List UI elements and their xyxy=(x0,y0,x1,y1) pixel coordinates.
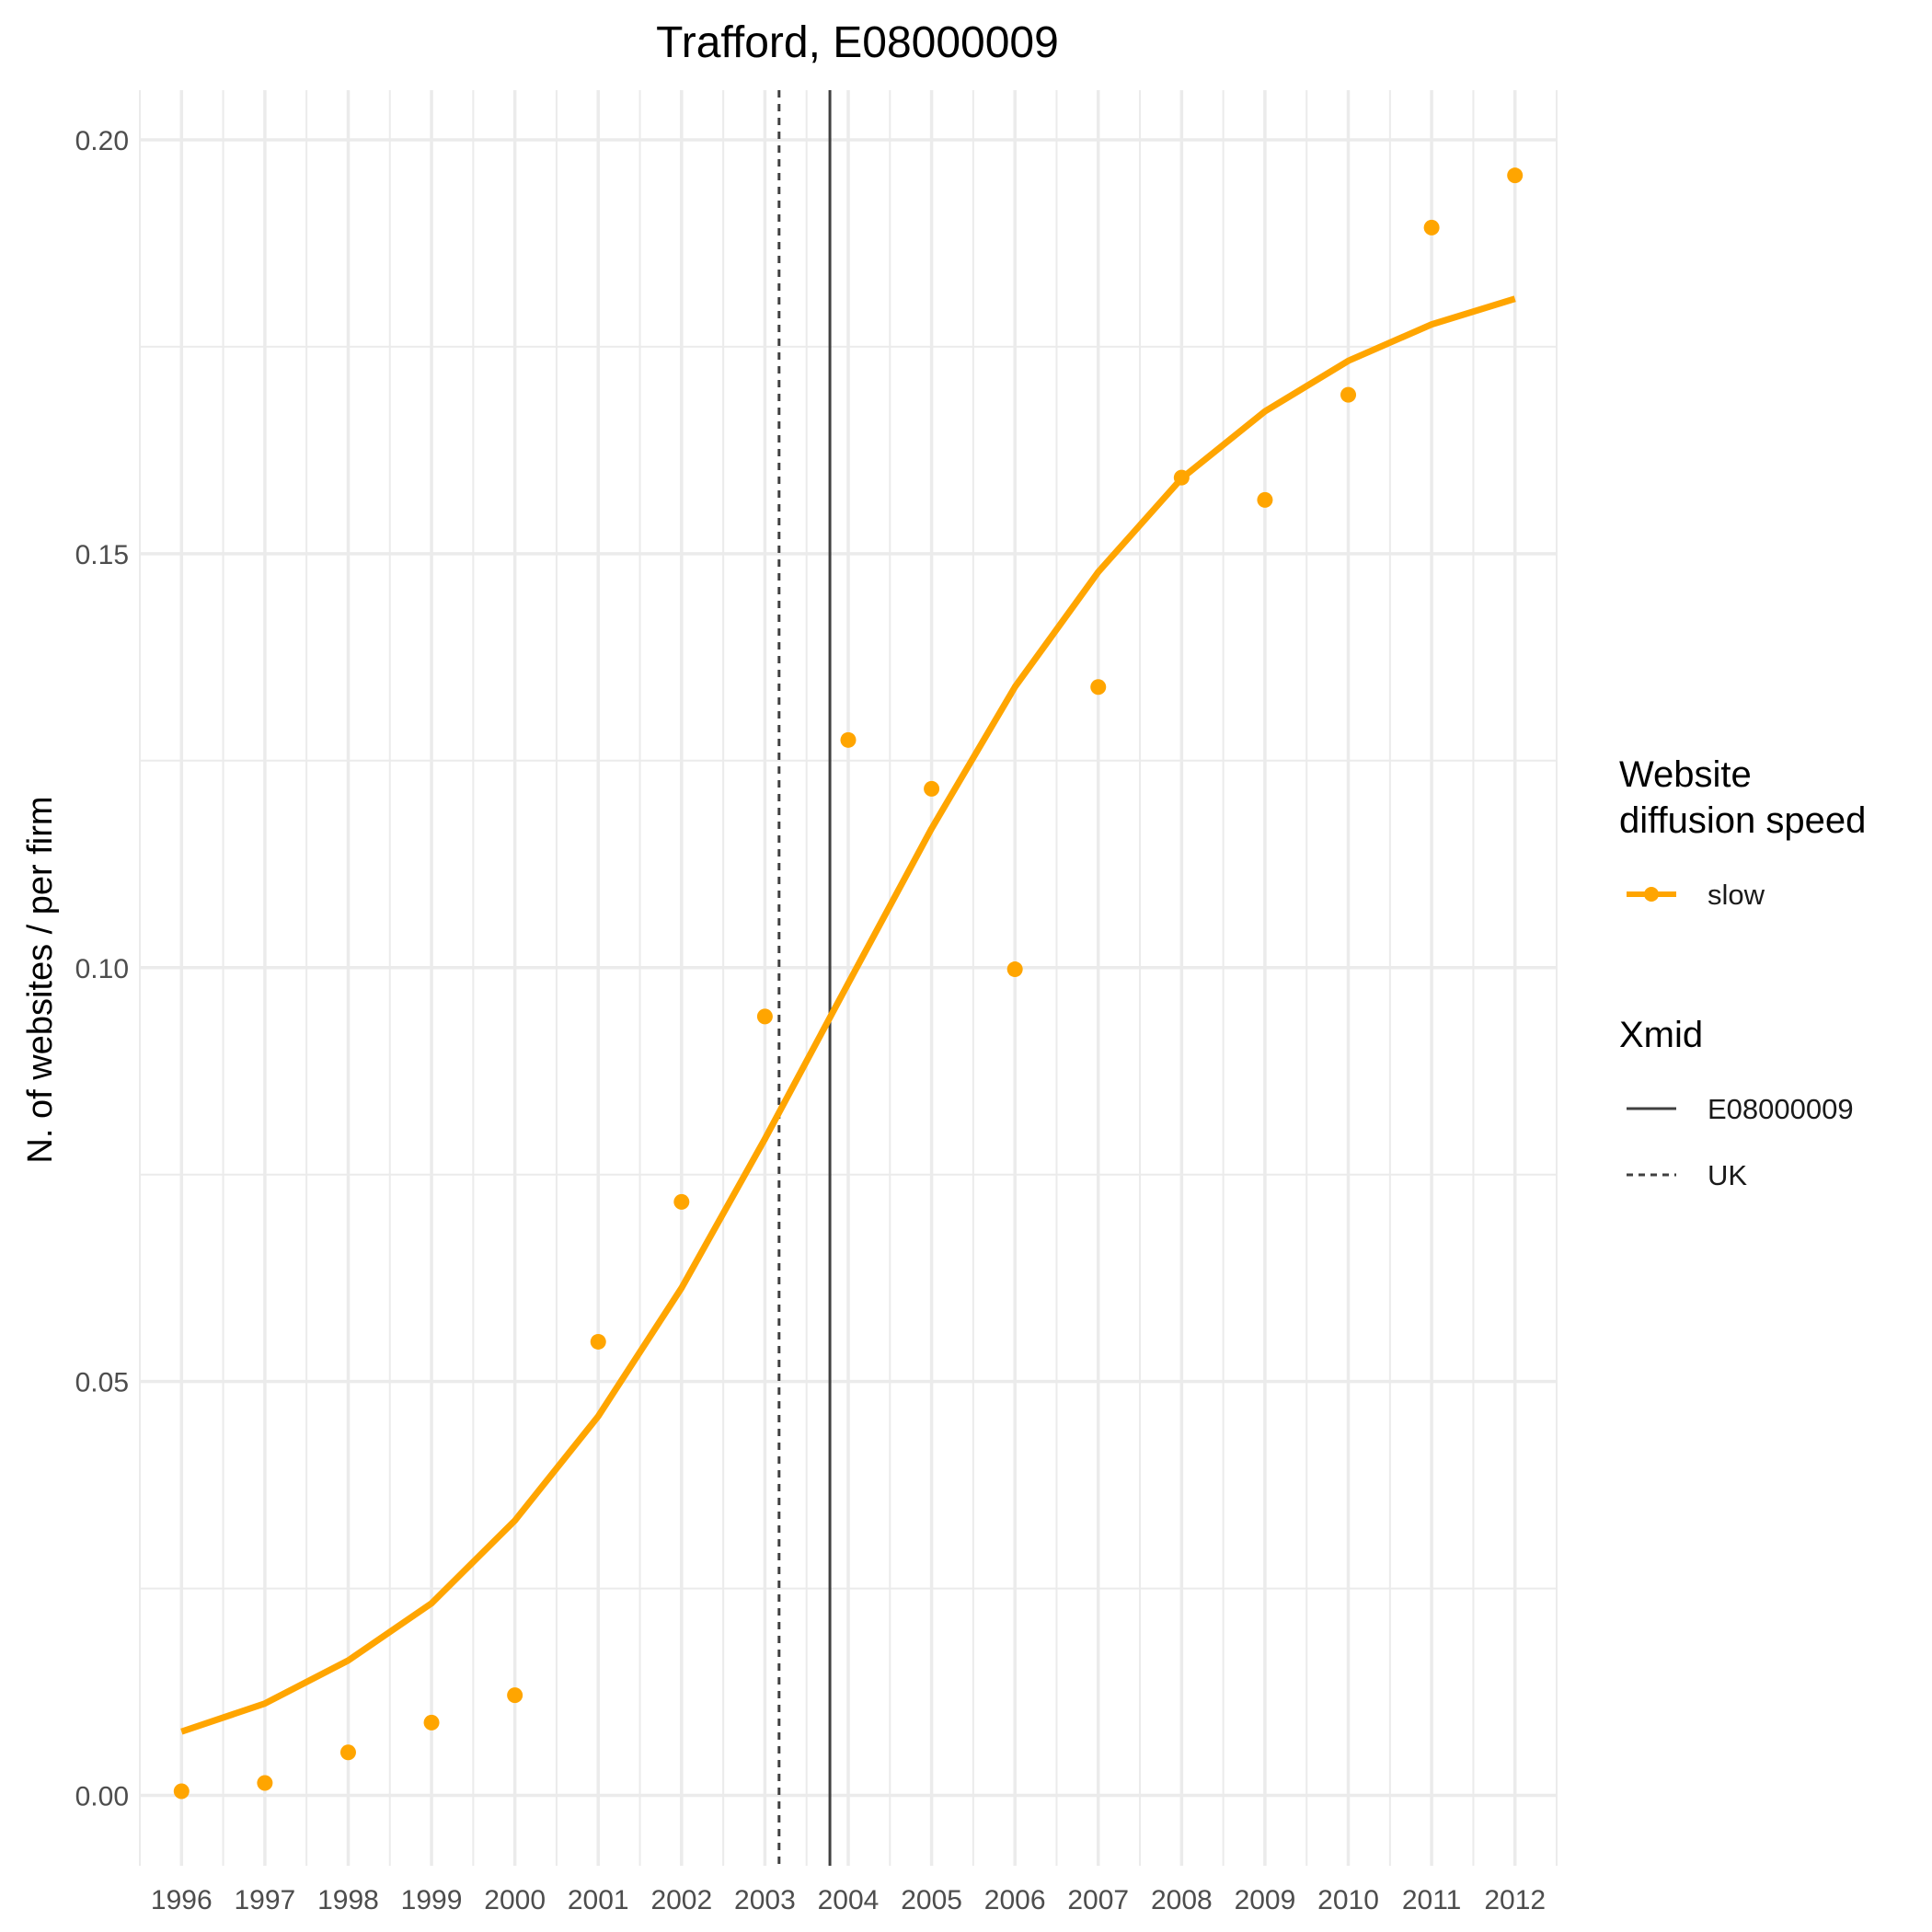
data-point-1997 xyxy=(257,1775,273,1791)
data-point-2003 xyxy=(756,1008,773,1025)
data-point-1998 xyxy=(339,1744,356,1761)
data-point-2005 xyxy=(924,780,940,797)
x-tick-label: 2001 xyxy=(568,1885,629,1915)
x-tick-label: 2006 xyxy=(984,1885,1046,1915)
x-tick-label: 2004 xyxy=(818,1885,880,1915)
data-point-2007 xyxy=(1090,679,1107,696)
y-tick-label: 0.00 xyxy=(75,1782,129,1812)
y-tick-label: 0.20 xyxy=(75,126,129,156)
x-tick-label: 2009 xyxy=(1235,1885,1296,1915)
x-tick-label: 1997 xyxy=(235,1885,296,1915)
data-point-2004 xyxy=(840,731,857,748)
y-tick-label: 0.10 xyxy=(75,954,129,984)
chart-title: Trafford, E08000009 xyxy=(656,18,1059,67)
x-tick-label: 2000 xyxy=(484,1885,546,1915)
y-tick-label: 0.15 xyxy=(75,540,129,570)
x-tick-label: 2002 xyxy=(650,1885,712,1915)
y-tick-label: 0.05 xyxy=(75,1368,129,1398)
legend-label-e08000009: E08000009 xyxy=(1708,1093,1854,1125)
data-point-2002 xyxy=(673,1193,690,1210)
grid xyxy=(139,90,1558,1866)
legend-label-uk: UK xyxy=(1708,1159,1747,1191)
data-point-2011 xyxy=(1423,219,1440,236)
x-tick-label: 2007 xyxy=(1067,1885,1129,1915)
legend-title-xmid: Xmid xyxy=(1619,1015,1703,1055)
legend-key-slow-point xyxy=(1644,887,1659,902)
legend-title-speed-line2: diffusion speed xyxy=(1619,800,1866,841)
x-tick-label: 2010 xyxy=(1317,1885,1379,1915)
data-point-2006 xyxy=(1006,961,1023,978)
y-axis-title: N. of websites / per firm xyxy=(21,796,60,1163)
reference-lines xyxy=(777,90,832,1866)
x-tick-label: 1996 xyxy=(151,1885,213,1915)
axis-ticks: 1996 1997 1998 1999 2000 2001 2002 2003 2004 2005… xyxy=(75,126,1546,1915)
data-point-1999 xyxy=(423,1714,440,1731)
x-tick-label: 1998 xyxy=(317,1885,379,1915)
x-tick-label: 2005 xyxy=(901,1885,962,1915)
data-point-2000 xyxy=(507,1687,523,1704)
data-point-1996 xyxy=(173,1783,190,1800)
fitted-line-slow xyxy=(180,295,1516,1735)
legend: Website diffusion speed slow Xmid E08000… xyxy=(1619,754,1866,1191)
legend-title-speed-line1: Website xyxy=(1619,754,1752,795)
x-tick-label: 2011 xyxy=(1402,1885,1462,1915)
x-tick-label: 2003 xyxy=(734,1885,796,1915)
data-point-2009 xyxy=(1257,491,1273,508)
legend-label-slow: slow xyxy=(1708,879,1765,911)
x-tick-label: 2012 xyxy=(1484,1885,1546,1915)
data-point-2008 xyxy=(1173,469,1190,486)
x-tick-label: 2008 xyxy=(1151,1885,1213,1915)
series xyxy=(173,167,1524,1800)
data-point-2010 xyxy=(1340,386,1357,403)
x-tick-label: 1999 xyxy=(401,1885,463,1915)
data-point-2001 xyxy=(590,1333,606,1350)
data-point-2012 xyxy=(1507,167,1524,184)
